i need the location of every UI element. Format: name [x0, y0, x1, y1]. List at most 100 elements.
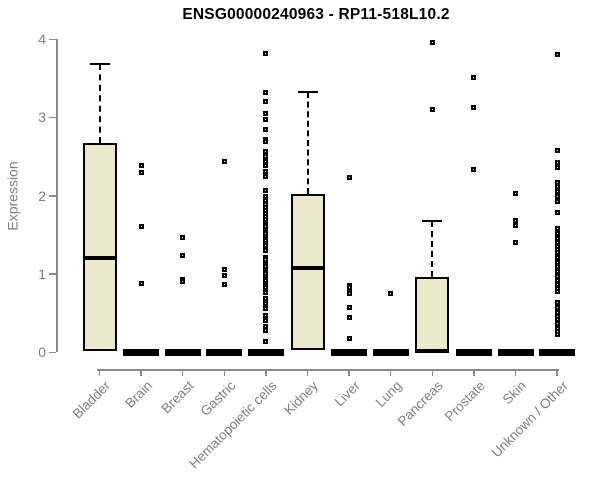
- outlier-point: [263, 338, 269, 344]
- x-tick-mark: [473, 369, 475, 376]
- outlier-point: [554, 273, 560, 279]
- outlier-point: [554, 331, 560, 337]
- outlier-point: [471, 75, 477, 81]
- x-tick-mark: [98, 369, 101, 376]
- outlier-point: [429, 39, 435, 45]
- outlier-point: [554, 193, 560, 199]
- outlier-point: [554, 254, 560, 260]
- median-line: [82, 256, 117, 261]
- outlier-point: [554, 189, 560, 195]
- y-tick-mark: [49, 195, 56, 197]
- outlier-point: [263, 295, 269, 301]
- x-tick-mark: [306, 369, 309, 376]
- outlier-point: [554, 309, 560, 315]
- whisker-line: [306, 91, 309, 195]
- x-category-label-text: Breast: [158, 378, 197, 417]
- outlier-point: [263, 243, 269, 249]
- outlier-point: [180, 252, 186, 258]
- outlier-point: [554, 52, 560, 58]
- y-axis-line: [56, 39, 58, 352]
- outlier-point: [554, 210, 560, 216]
- outlier-point: [180, 279, 186, 285]
- median-line: [415, 349, 450, 354]
- x-category-label-text: Lung: [372, 378, 405, 410]
- outlier-point: [471, 167, 477, 173]
- outlier-point: [554, 264, 560, 270]
- outlier-point: [554, 321, 560, 327]
- outlier-point: [554, 179, 560, 185]
- outlier-point: [263, 168, 269, 174]
- outlier-point: [388, 290, 394, 296]
- outlier-point: [263, 187, 269, 193]
- outlier-point: [554, 231, 560, 237]
- outlier-point: [513, 222, 518, 228]
- x-tick-mark: [389, 369, 392, 376]
- outlier-point: [554, 304, 560, 310]
- outlier-point: [346, 290, 352, 296]
- whisker-cap: [297, 90, 318, 93]
- outlier-point: [263, 154, 269, 159]
- zero-bar: [247, 348, 284, 356]
- zero-bar: [539, 348, 576, 356]
- outlier-point: [554, 268, 560, 274]
- outlier-point: [180, 235, 186, 241]
- y-tick-mark: [49, 116, 56, 119]
- outlier-point: [554, 250, 560, 256]
- outlier-point: [138, 170, 144, 176]
- x-tick-mark: [556, 369, 558, 376]
- outlier-point: [346, 315, 352, 321]
- whisker-line: [98, 64, 101, 144]
- y-tick-label: 2: [38, 187, 46, 204]
- x-tick-mark: [223, 369, 226, 376]
- outlier-point: [429, 107, 435, 113]
- outlier-point: [263, 328, 269, 334]
- outlier-point: [263, 139, 269, 145]
- median-line: [290, 266, 325, 271]
- x-category-label-text: Bladder: [69, 378, 114, 422]
- outlier-point: [263, 323, 269, 329]
- x-tick-mark: [514, 369, 517, 376]
- box-rect: [82, 143, 117, 352]
- outlier-point: [554, 160, 560, 166]
- x-tick-mark: [265, 369, 267, 376]
- y-tick-label: 4: [38, 31, 46, 48]
- x-tick-mark: [181, 369, 184, 376]
- outlier-point: [138, 281, 144, 287]
- outlier-point: [138, 224, 144, 230]
- outlier-point: [221, 159, 227, 165]
- outlier-point: [263, 89, 269, 95]
- outlier-point: [554, 147, 560, 153]
- outlier-point: [263, 312, 269, 318]
- zero-bar: [164, 348, 201, 356]
- box-rect: [415, 276, 450, 352]
- outlier-point: [263, 306, 269, 312]
- outlier-point: [554, 225, 560, 231]
- x-category-label-text: Liver: [331, 378, 363, 410]
- whisker-cap: [422, 220, 443, 223]
- outlier-point: [263, 117, 269, 123]
- outlier-point: [554, 300, 560, 306]
- outlier-point: [513, 190, 518, 196]
- whisker-cap: [89, 63, 110, 66]
- x-category-label-text: Prostate: [441, 378, 488, 425]
- outlier-point: [471, 104, 477, 110]
- outlier-point: [263, 163, 269, 169]
- outlier-point: [263, 301, 269, 307]
- outlier-point: [263, 174, 269, 180]
- chart-title: ENSG00000240963 - RP11-518L10.2: [182, 6, 450, 23]
- whisker-line: [431, 221, 434, 277]
- outlier-point: [138, 163, 144, 169]
- outlier-point: [554, 259, 560, 265]
- x-category-label-text: Gastric: [197, 378, 238, 419]
- outlier-point: [554, 184, 560, 190]
- y-tick-label: 1: [38, 265, 46, 282]
- x-tick-mark: [348, 369, 350, 376]
- box-rect: [290, 194, 325, 350]
- outlier-point: [554, 198, 560, 204]
- outlier-point: [554, 164, 560, 170]
- outlier-point: [263, 99, 269, 105]
- y-tick-label: 3: [38, 109, 46, 126]
- outlier-point: [513, 240, 518, 246]
- x-tick-mark: [431, 369, 434, 376]
- y-tick-mark: [49, 351, 56, 353]
